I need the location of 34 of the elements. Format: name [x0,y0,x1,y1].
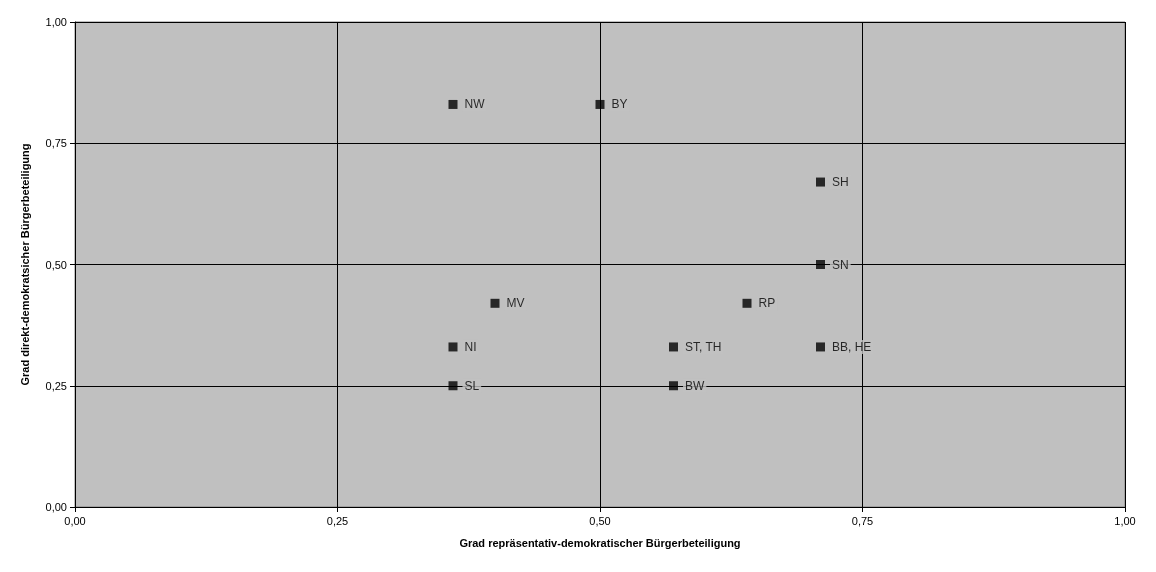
y-axis-title: Grad direkt-demokratsicher Bürgerbeteiligung [18,143,31,386]
y-tick-label: 0,25 [45,379,67,392]
data-label: NW [464,97,486,112]
data-label: BW [685,378,705,393]
data-label: SL [464,378,480,393]
y-tick-label: 0,00 [45,501,67,513]
data-label: BB, HE [832,339,872,354]
point [669,342,678,352]
data-label: NI [464,339,477,354]
y-tick-label: 0,75 [45,137,67,150]
data-label: BY [611,97,628,112]
point [448,99,458,109]
point [595,99,605,109]
point [448,342,458,352]
point [448,381,458,391]
data-label: SH [832,175,849,190]
x-tick-label: 0,75 [851,514,874,527]
data-label: ST, TH [685,339,722,354]
point [490,298,500,308]
data-label: RP [758,296,776,311]
x-tick-label: 0,00 [64,514,86,527]
x-axis-title: Grad repräsentativ-demokratischer Bürgerbeteiligung [459,536,741,549]
point [742,298,752,308]
x-tick-label: 0,25 [326,514,349,527]
y-tick-label: 0,50 [45,258,67,271]
data-label: SN [832,257,849,272]
y-tick-label: 1,00 [45,16,67,28]
x-tick-label: 1,00 [1114,514,1136,527]
data-label: MV [506,296,525,311]
x-tick-label: 0,50 [589,514,611,527]
point [816,342,825,352]
point [669,381,678,391]
point [816,177,825,187]
point [816,260,825,269]
